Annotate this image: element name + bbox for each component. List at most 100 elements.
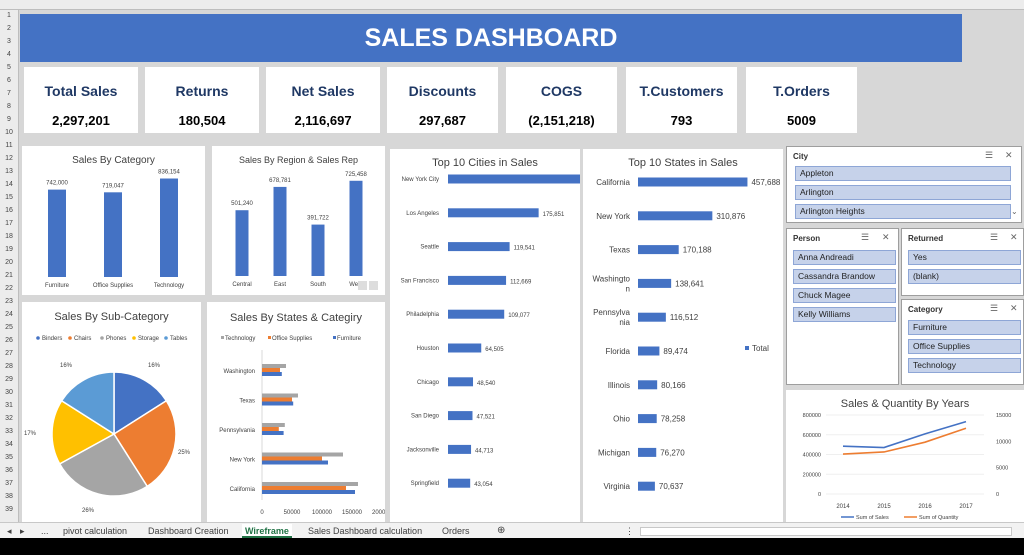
cities-chart-panel[interactable]: Top 10 Cities in Sales 256,368New York C… bbox=[390, 149, 580, 522]
tab-pivot-calculation[interactable]: pivot calculation bbox=[63, 526, 128, 536]
city-slicer[interactable]: City ☰ ✕ Appleton Arlington Arlington He… bbox=[786, 146, 1022, 223]
row-number[interactable]: 29 bbox=[5, 376, 13, 383]
tab-dashboard-creation[interactable]: Dashboard Creation bbox=[148, 526, 229, 536]
state-category-chart-panel[interactable]: Sales By States & Categiry Technology Off… bbox=[207, 302, 385, 522]
returned-slicer[interactable]: Returned ☰ ✕ Yes (blank) bbox=[901, 228, 1024, 296]
tab-orders[interactable]: Orders bbox=[442, 526, 470, 536]
row-number[interactable]: 8 bbox=[7, 103, 11, 110]
state-category-chart: Technology Office Supplies Furniture Washin… bbox=[219, 336, 385, 516]
row-number[interactable]: 9 bbox=[7, 116, 11, 123]
category-tick-label: Florida bbox=[606, 347, 631, 356]
clear-filter-icon[interactable]: ✕ bbox=[1010, 303, 1018, 313]
row-number[interactable]: 31 bbox=[5, 402, 13, 409]
slicer-item[interactable]: Arlington bbox=[795, 185, 1011, 200]
multi-select-icon[interactable]: ☰ bbox=[861, 232, 870, 242]
tab-wireframe[interactable]: Wireframe bbox=[242, 524, 292, 538]
row-number[interactable]: 22 bbox=[5, 285, 13, 292]
slicer-item[interactable]: Yes bbox=[908, 250, 1021, 265]
scroll-down-icon[interactable]: ⌄ bbox=[1011, 207, 1018, 216]
row-number[interactable]: 11 bbox=[5, 142, 13, 149]
row-number[interactable]: 14 bbox=[5, 181, 13, 188]
row-number[interactable]: 13 bbox=[5, 168, 13, 175]
category-slicer[interactable]: Category ☰ ✕ Furniture Office Supplies T… bbox=[901, 299, 1024, 385]
row-number[interactable]: 6 bbox=[7, 77, 11, 84]
row-number[interactable]: 25 bbox=[5, 324, 13, 331]
region-chart-panel[interactable]: Sales By Region & Sales Rep 501,240 Centr… bbox=[212, 146, 385, 295]
bar bbox=[638, 346, 660, 356]
add-sheet-icon[interactable]: ⊕ bbox=[497, 525, 506, 536]
tab-sales-dashboard-calculation[interactable]: Sales Dashboard calculation bbox=[308, 526, 423, 536]
row-number[interactable]: 19 bbox=[5, 246, 13, 253]
row-number[interactable]: 26 bbox=[5, 337, 13, 344]
row-number[interactable]: 36 bbox=[5, 467, 13, 474]
subcategory-chart-panel[interactable]: Sales By Sub-Category 16% 25% 26% 17% 16% Bin… bbox=[22, 302, 201, 522]
row-number[interactable]: 17 bbox=[5, 220, 13, 227]
kpi-label: Returns bbox=[175, 83, 229, 99]
row-number[interactable]: 2 bbox=[7, 25, 11, 32]
clear-filter-icon[interactable]: ✕ bbox=[1005, 150, 1013, 160]
row-number[interactable]: 23 bbox=[5, 298, 13, 305]
row-number[interactable]: 3 bbox=[7, 38, 11, 45]
row-number[interactable]: 28 bbox=[5, 363, 13, 370]
row-number[interactable]: 35 bbox=[5, 454, 13, 461]
row-number[interactable]: 37 bbox=[5, 480, 13, 487]
scroll-left-icon[interactable]: ◂ bbox=[7, 526, 12, 536]
kpi-card: T.Customers 793 bbox=[626, 67, 737, 133]
years-chart-panel[interactable]: Sales & Quantity By Years 0 200000 400000 6… bbox=[786, 390, 1024, 522]
row-number[interactable]: 32 bbox=[5, 415, 13, 422]
category-chart-panel[interactable]: Sales By Category 742,000 Furniture 719,04… bbox=[22, 146, 205, 295]
row-number[interactable]: 16 bbox=[5, 207, 13, 214]
series-line bbox=[842, 420, 967, 449]
bar bbox=[262, 427, 279, 431]
slicer-item[interactable]: Furniture bbox=[908, 320, 1021, 335]
row-number[interactable]: 12 bbox=[5, 155, 13, 162]
multi-select-icon[interactable]: ☰ bbox=[990, 303, 999, 313]
clear-filter-icon[interactable]: ✕ bbox=[882, 232, 890, 242]
slicer-item[interactable]: Cassandra Brandow bbox=[793, 269, 896, 284]
data-label: 80,166 bbox=[661, 381, 686, 390]
slicer-item[interactable]: Kelly Williams bbox=[793, 307, 896, 322]
row-number[interactable]: 10 bbox=[5, 129, 13, 136]
kpi-value: 180,504 bbox=[178, 113, 226, 128]
slicer-item[interactable]: Technology bbox=[908, 358, 1021, 373]
slicer-item[interactable]: Arlington Heights bbox=[795, 204, 1011, 219]
row-number[interactable]: 15 bbox=[5, 194, 13, 201]
row-number[interactable]: 30 bbox=[5, 389, 13, 396]
row-number[interactable]: 18 bbox=[5, 233, 13, 240]
slicer-item[interactable]: Appleton bbox=[795, 166, 1011, 181]
kpi-card: Returns 180,504 bbox=[145, 67, 259, 133]
multi-select-icon[interactable]: ☰ bbox=[985, 150, 994, 160]
states-chart-panel[interactable]: Top 10 States in Sales 457,688 California… bbox=[583, 149, 783, 522]
row-number[interactable]: 39 bbox=[5, 506, 13, 513]
row-number[interactable]: 5 bbox=[7, 64, 11, 71]
category-tick-label: New York bbox=[596, 212, 631, 221]
row-number[interactable]: 33 bbox=[5, 428, 13, 435]
legend-swatch bbox=[221, 336, 224, 339]
row-number[interactable]: 7 bbox=[7, 90, 11, 97]
horizontal-scrollbar[interactable] bbox=[640, 527, 1012, 536]
row-number[interactable]: 34 bbox=[5, 441, 13, 448]
row-number[interactable]: 24 bbox=[5, 311, 13, 318]
row-number[interactable]: 1 bbox=[7, 12, 11, 19]
data-label: 70,637 bbox=[659, 482, 684, 491]
dashboard-title: SALES DASHBOARD bbox=[20, 14, 962, 62]
slicer-item[interactable]: (blank) bbox=[908, 269, 1021, 284]
row-number[interactable]: 21 bbox=[5, 272, 13, 279]
person-slicer[interactable]: Person ☰ ✕ Anna Andreadi Cassandra Brand… bbox=[786, 228, 899, 385]
row-number[interactable]: 20 bbox=[5, 259, 13, 266]
row-number[interactable]: 38 bbox=[5, 493, 13, 500]
data-label: 119,541 bbox=[514, 246, 536, 252]
scroll-menu-icon[interactable]: ⋮ bbox=[625, 526, 634, 536]
slicer-item[interactable]: Anna Andreadi bbox=[793, 250, 896, 265]
multi-select-icon[interactable]: ☰ bbox=[990, 232, 999, 242]
category-tick-label: West bbox=[349, 282, 363, 288]
row-number[interactable]: 27 bbox=[5, 350, 13, 357]
bar bbox=[638, 177, 748, 187]
slicer-item[interactable]: Office Supplies bbox=[908, 339, 1021, 354]
row-number[interactable]: 4 bbox=[7, 51, 11, 58]
scroll-right-icon[interactable]: ▸ bbox=[20, 526, 25, 536]
clear-filter-icon[interactable]: ✕ bbox=[1010, 232, 1018, 242]
tab-more[interactable]: ... bbox=[41, 526, 49, 536]
slicer-item[interactable]: Chuck Magee bbox=[793, 288, 896, 303]
pie-slice bbox=[113, 371, 168, 436]
